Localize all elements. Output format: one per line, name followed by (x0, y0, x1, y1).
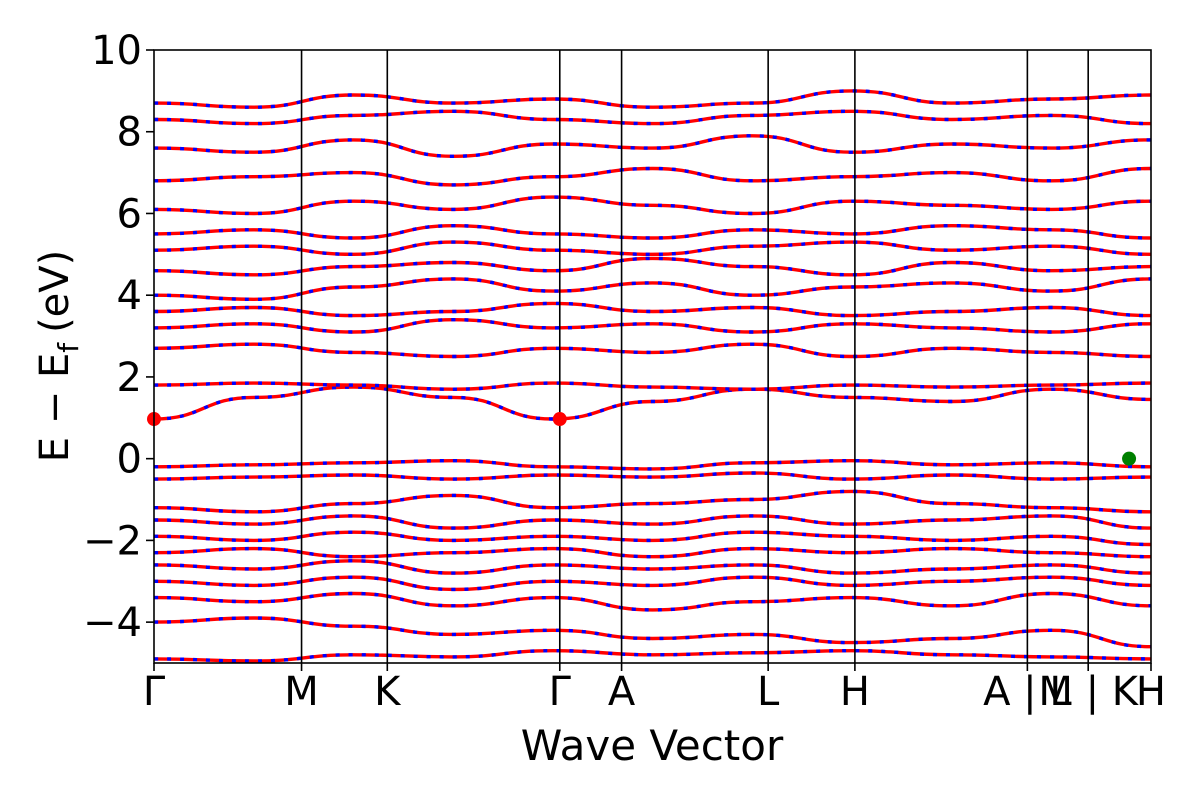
y-axis-label-subscript: f (52, 342, 85, 353)
band-line-13 (154, 342, 1151, 359)
y-axis-label-unit: (eV) (32, 250, 78, 333)
band-edge-marker-1-0 (1122, 451, 1137, 466)
band-line-overlay-21 (154, 166, 1151, 187)
band-line-overlay-5 (154, 546, 1151, 559)
band-edge-marker-0-1 (552, 412, 567, 427)
y-axis-label: E − Ef (eV) (32, 250, 85, 463)
band-line-18 (154, 240, 1151, 257)
band-line-15 (154, 301, 1151, 318)
band-line-23 (154, 109, 1151, 126)
x-tick-label-2: K (374, 669, 402, 715)
band-line-14 (154, 317, 1151, 334)
band-line-overlay-23 (154, 109, 1151, 126)
y-tick-label-6: 8 (117, 110, 142, 156)
x-tick-label-6: H (840, 669, 870, 715)
band-line-overlay-12 (154, 381, 1151, 391)
band-line-22 (154, 134, 1151, 159)
band-line-overlay-1 (154, 616, 1151, 649)
x-tick-label-7: A | L (983, 669, 1072, 715)
band-line-overlay-6 (154, 530, 1151, 547)
y-tick-label-2: 0 (117, 437, 142, 483)
band-line-3 (154, 575, 1151, 592)
x-tick-label-8: M | K (1038, 669, 1139, 715)
band-line-overlay-13 (154, 342, 1151, 359)
band-line-7 (154, 514, 1151, 530)
y-tick-label-3: 2 (117, 355, 142, 401)
band-line-overlay-19 (154, 223, 1151, 240)
x-tick-label-1: M (284, 669, 319, 715)
band-line-overlay-24 (154, 89, 1151, 109)
band-line-20 (154, 195, 1151, 216)
band-line-21 (154, 166, 1151, 187)
band-line-overlay-11 (154, 385, 1151, 421)
band-line-16 (154, 277, 1151, 302)
y-axis-label-main: E − E (32, 353, 78, 463)
y-axis-ticks: −4 −2 0 2 4 6 8 10 (83, 28, 154, 646)
bands-layer (154, 89, 1151, 663)
band-line-19 (154, 223, 1151, 240)
y-tick-label-0: −4 (83, 600, 142, 646)
band-line-overlay-0 (154, 648, 1151, 663)
band-line-overlay-15 (154, 301, 1151, 318)
band-line-2 (154, 591, 1151, 612)
band-line-6 (154, 530, 1151, 547)
y-tick-label-5: 6 (117, 191, 142, 237)
x-tick-label-9: H (1136, 669, 1166, 715)
x-tick-label-3: Γ (549, 669, 572, 715)
band-line-overlay-7 (154, 514, 1151, 530)
band-line-4 (154, 559, 1151, 575)
band-edge-markers (147, 412, 1137, 466)
band-line-overlay-14 (154, 317, 1151, 334)
band-line-overlay-18 (154, 240, 1151, 257)
band-line-17 (154, 256, 1151, 277)
y-tick-label-4: 4 (117, 273, 142, 319)
y-tick-label-7: 10 (91, 28, 142, 74)
band-line-24 (154, 89, 1151, 109)
x-tick-label-4: A (608, 669, 636, 715)
x-axis-label: Wave Vector (521, 721, 784, 770)
x-tick-label-0: Γ (143, 669, 166, 715)
y-tick-label-1: −2 (83, 518, 142, 564)
x-tick-label-5: L (757, 669, 780, 715)
band-line-overlay-3 (154, 575, 1151, 592)
band-line-overlay-10 (154, 458, 1151, 471)
band-line-1 (154, 616, 1151, 649)
band-line-overlay-9 (154, 471, 1151, 481)
band-line-overlay-4 (154, 559, 1151, 575)
band-line-overlay-8 (154, 489, 1151, 514)
k-path-dividers (300, 50, 1089, 663)
band-line-8 (154, 489, 1151, 514)
band-line-5 (154, 546, 1151, 559)
plot-frame (153, 49, 1152, 664)
